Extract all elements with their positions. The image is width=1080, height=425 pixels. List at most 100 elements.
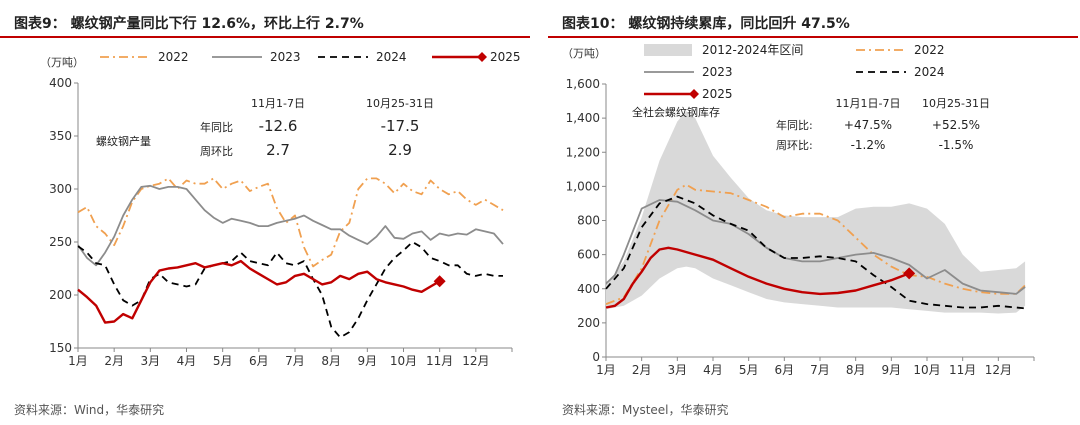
legend-label: 2023 xyxy=(270,50,301,64)
data-point-2025 xyxy=(819,293,821,295)
data-point-2024 xyxy=(403,250,405,252)
y-tick-label: 0 xyxy=(592,350,600,364)
data-point-2025 xyxy=(632,283,634,285)
data-point-2023 xyxy=(998,291,1000,293)
data-point-2025 xyxy=(150,282,152,284)
data-point-2024 xyxy=(1015,307,1017,309)
production-line-chart: 150 200 250 300 350 400 （万吨） 1月 2月 3月 4月 5月 6月 7月 8月 9月… xyxy=(40,50,521,368)
data-point-2024 xyxy=(659,203,661,205)
series-line-2024 xyxy=(605,195,1026,310)
data-point-2025 xyxy=(249,268,251,270)
y-axis-label: （万吨） xyxy=(562,47,606,60)
data-point-2024 xyxy=(168,282,170,284)
data-point-2022 xyxy=(276,207,278,209)
data-point-2022 xyxy=(686,184,688,186)
data-point-2022 xyxy=(177,188,179,190)
data-point-2024 xyxy=(801,257,803,259)
data-point-2022 xyxy=(159,183,161,185)
data-point-2022 xyxy=(466,199,468,201)
data-point-2025 xyxy=(330,282,332,284)
data-point-2022 xyxy=(104,233,106,235)
y-tick-label: 1,400 xyxy=(566,111,600,125)
annotation-value: -1.5% xyxy=(939,138,974,152)
data-point-2024 xyxy=(484,273,486,275)
data-point-2023 xyxy=(95,265,97,267)
legend-label: 2024 xyxy=(914,65,945,79)
data-point-2024 xyxy=(132,305,134,307)
data-point-2024 xyxy=(231,260,233,262)
data-point-2022 xyxy=(122,225,124,227)
data-point-2022 xyxy=(86,206,88,208)
annotation-value: -17.5 xyxy=(381,117,420,135)
data-point-2025 xyxy=(132,318,134,320)
data-point-2023 xyxy=(303,215,305,217)
data-point-2024 xyxy=(694,203,696,205)
data-point-2022 xyxy=(95,225,97,227)
data-point-2022 xyxy=(113,244,115,246)
legend-label: 2025 xyxy=(702,87,733,101)
y-tick-label: 400 xyxy=(49,76,72,90)
x-tick-label: 10月 xyxy=(913,363,940,377)
y-tick-label: 1,000 xyxy=(566,179,600,193)
data-point-2024 xyxy=(240,252,242,254)
legend-label: 2012-2024年区间 xyxy=(702,43,803,57)
data-point-2025 xyxy=(837,292,839,294)
data-point-2022 xyxy=(321,259,323,261)
data-point-2023 xyxy=(908,264,910,266)
data-point-2024 xyxy=(330,326,332,328)
data-point-2023 xyxy=(641,208,643,210)
data-point-2024 xyxy=(358,318,360,320)
data-point-2025 xyxy=(421,291,423,293)
data-point-2023 xyxy=(321,224,323,226)
data-point-2024 xyxy=(980,307,982,309)
data-point-2022 xyxy=(873,254,875,256)
data-point-2024 xyxy=(113,284,115,286)
data-point-2022 xyxy=(819,213,821,215)
data-point-2022 xyxy=(448,194,450,196)
data-point-2022 xyxy=(222,188,224,190)
y-tick-label: 800 xyxy=(577,214,600,228)
data-point-2022 xyxy=(891,266,893,268)
series-end-marker-2025 xyxy=(903,267,916,280)
x-tick-label: 2月 xyxy=(104,354,124,368)
legend-label: 2023 xyxy=(702,65,733,79)
data-point-2025 xyxy=(623,298,625,300)
y-tick-label: 200 xyxy=(49,288,72,302)
data-point-2023 xyxy=(104,252,106,254)
x-tick-label: 10月 xyxy=(390,354,417,368)
data-point-2023 xyxy=(1015,293,1017,295)
data-point-2023 xyxy=(493,233,495,235)
data-point-2025 xyxy=(77,289,79,291)
data-point-2024 xyxy=(502,275,504,277)
series-line-2023 xyxy=(605,199,1026,295)
data-point-2022 xyxy=(766,206,768,208)
data-point-2023 xyxy=(457,233,459,235)
data-point-2023 xyxy=(873,252,875,254)
data-point-2025 xyxy=(231,265,233,267)
data-point-2024 xyxy=(385,268,387,270)
data-point-2025 xyxy=(376,278,378,280)
chart-title: 图表9： 螺纹钢产量同比下行 12.6%，环比上行 2.7% xyxy=(14,16,364,32)
data-point-2023 xyxy=(819,261,821,263)
data-point-2024 xyxy=(466,273,468,275)
data-point-2024 xyxy=(86,252,88,254)
data-point-2023 xyxy=(694,210,696,212)
data-point-2022 xyxy=(837,220,839,222)
data-point-2023 xyxy=(748,233,750,235)
annotation-header: 10月25-31日 xyxy=(366,97,434,110)
data-point-2022 xyxy=(475,204,477,206)
data-point-2022 xyxy=(376,178,378,180)
data-point-2023 xyxy=(394,237,396,239)
data-point-2022 xyxy=(412,190,414,192)
data-point-2025 xyxy=(403,286,405,288)
data-point-2024 xyxy=(475,275,477,277)
data-point-2024 xyxy=(908,300,910,302)
data-point-2024 xyxy=(1024,308,1026,310)
data-point-2023 xyxy=(132,199,134,201)
legend-label: 2022 xyxy=(158,50,189,64)
data-point-2024 xyxy=(122,300,124,302)
data-point-2025 xyxy=(113,321,115,323)
data-point-2024 xyxy=(439,260,441,262)
x-tick-label: 1月 xyxy=(596,363,616,377)
data-point-2025 xyxy=(677,249,679,251)
